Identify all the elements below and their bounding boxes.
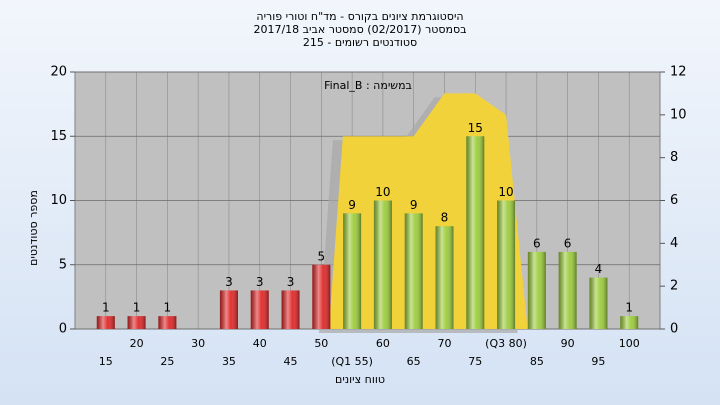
- x-tick-label: 70: [437, 337, 451, 350]
- data-label: 15: [468, 121, 483, 135]
- y2-tick-label: 10: [670, 107, 687, 122]
- bar-shine: [96, 316, 115, 329]
- data-label: 1: [133, 301, 141, 315]
- x-tick-label: (Q1 55): [331, 355, 373, 368]
- data-label: 9: [410, 198, 418, 212]
- title: בסמסטר (02/2017) סמסטר אביב 2017/18: [253, 23, 466, 36]
- bar-shine: [343, 213, 362, 329]
- bar-shine: [281, 290, 300, 329]
- data-label: 3: [225, 275, 233, 289]
- x-tick-label: 75: [468, 355, 482, 368]
- x-tick-label: 30: [191, 337, 205, 350]
- x-tick-label: 25: [160, 355, 174, 368]
- x-tick-label: 50: [314, 337, 328, 350]
- data-label: 4: [595, 262, 603, 276]
- data-label: 6: [533, 236, 541, 250]
- y-tick-label: 10: [50, 193, 67, 208]
- bar-shine: [158, 316, 177, 329]
- data-label: 1: [164, 301, 172, 315]
- y2-tick-label: 12: [670, 65, 687, 80]
- data-label: 10: [375, 185, 390, 199]
- bar-shine: [404, 213, 423, 329]
- data-label: 3: [256, 275, 264, 289]
- data-label: 8: [441, 211, 449, 225]
- title: סטודנטים רשומים - 215: [303, 36, 417, 49]
- bar-shine: [435, 226, 454, 329]
- x-tick-label: 35: [222, 355, 236, 368]
- x-tick-label: 65: [407, 355, 421, 368]
- title: היסטוגרמת ציונים בקורס - מד"ח וטורי פורי…: [256, 10, 463, 23]
- y-axis-label: מספר סטודנטים: [27, 190, 40, 266]
- bar-shine: [250, 290, 269, 329]
- y-tick-label: 5: [59, 257, 67, 272]
- y-tick-label: 0: [59, 322, 67, 337]
- y-tick-label: 15: [50, 129, 67, 144]
- x-tick-label: 40: [253, 337, 267, 350]
- bar-shine: [312, 264, 331, 329]
- bar-shine: [527, 251, 546, 329]
- x-axis-label: טווח ציונים: [335, 373, 385, 386]
- bar-shine: [497, 200, 516, 329]
- bar-shine: [219, 290, 238, 329]
- y-tick-label: 20: [50, 65, 67, 80]
- bar-shine: [373, 200, 392, 329]
- bar-shine: [466, 136, 485, 329]
- x-tick-label: 45: [284, 355, 298, 368]
- data-label: 10: [498, 185, 513, 199]
- y2-tick-label: 0: [670, 322, 678, 337]
- bar-shine: [620, 316, 639, 329]
- x-tick-label: (Q3 80): [485, 337, 527, 350]
- data-label: 6: [564, 236, 572, 250]
- x-tick-label: 60: [376, 337, 390, 350]
- x-tick-label: 95: [591, 355, 605, 368]
- y2-tick-label: 6: [670, 193, 678, 208]
- y2-tick-label: 8: [670, 150, 678, 165]
- data-label: 5: [317, 249, 325, 263]
- x-tick-label: 20: [130, 337, 144, 350]
- bar-shine: [589, 277, 608, 329]
- x-tick-label: 85: [530, 355, 544, 368]
- annotation: Final_B : במשימה: [324, 79, 412, 92]
- data-label: 9: [348, 198, 356, 212]
- bar-shine: [127, 316, 146, 329]
- x-tick-label: 100: [619, 337, 640, 350]
- y2-tick-label: 2: [670, 279, 678, 294]
- x-tick-label: 90: [561, 337, 575, 350]
- y2-tick-label: 4: [670, 236, 678, 251]
- data-label: 1: [102, 301, 110, 315]
- data-label: 3: [287, 275, 295, 289]
- x-tick-label: 15: [99, 355, 113, 368]
- bar-shine: [558, 251, 577, 329]
- data-label: 1: [625, 301, 633, 315]
